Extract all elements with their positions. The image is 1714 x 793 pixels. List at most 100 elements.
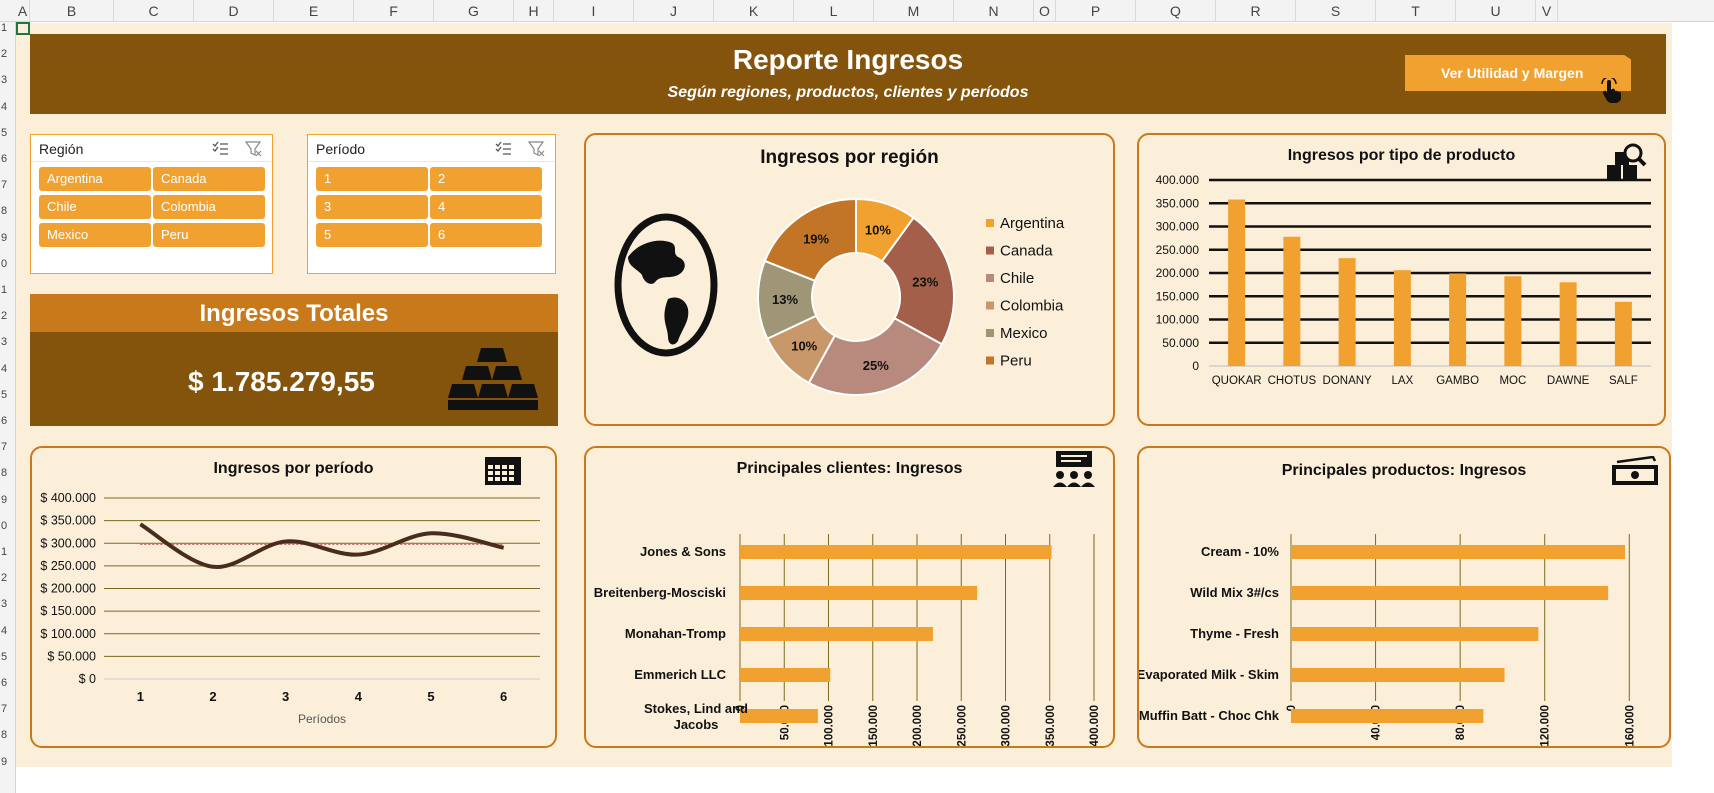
region-chip[interactable]: Argentina xyxy=(39,167,151,191)
row-header[interactable]: 4 xyxy=(1,100,8,113)
region-chip[interactable]: Chile xyxy=(39,195,151,219)
column-header[interactable]: V xyxy=(1536,0,1558,22)
row-header[interactable]: 3 xyxy=(1,336,8,349)
row-header[interactable]: 2 xyxy=(1,310,8,323)
series-line[interactable] xyxy=(139,522,505,569)
bar[interactable] xyxy=(740,586,978,600)
bar[interactable] xyxy=(1449,273,1467,366)
row-header[interactable]: 2 xyxy=(1,48,8,61)
ver-utilidad-button[interactable]: Ver Utilidad y Margen xyxy=(1405,55,1631,91)
column-header[interactable]: C xyxy=(114,0,194,22)
bar[interactable] xyxy=(1283,236,1301,366)
bar[interactable] xyxy=(1291,545,1626,559)
bar[interactable] xyxy=(1559,282,1577,366)
row-header[interactable]: 8 xyxy=(1,205,8,218)
period-chip[interactable]: 2 xyxy=(430,167,542,191)
region-chip[interactable]: Canada xyxy=(153,167,265,191)
clear-filter-icon[interactable] xyxy=(245,140,263,158)
donut-slice[interactable] xyxy=(880,216,955,346)
period-chip[interactable]: 1 xyxy=(316,167,428,191)
column-header[interactable]: Q xyxy=(1136,0,1216,22)
column-header[interactable]: A xyxy=(16,0,30,22)
region-chip[interactable]: Mexico xyxy=(39,223,151,247)
column-header[interactable]: O xyxy=(1034,0,1056,22)
bar[interactable] xyxy=(1338,258,1356,366)
row-header[interactable]: 6 xyxy=(1,153,8,165)
period-chip[interactable]: 6 xyxy=(430,223,542,247)
y-tick-label: 200.000 xyxy=(1156,266,1200,280)
bar[interactable] xyxy=(1614,301,1632,366)
donut-slice-label: 13% xyxy=(772,292,798,307)
column-header[interactable]: B xyxy=(30,0,114,22)
row-header[interactable]: 7 xyxy=(1,703,8,716)
row-header[interactable]: 5 xyxy=(1,388,8,401)
bar[interactable] xyxy=(740,545,1052,559)
row-header[interactable]: 5 xyxy=(1,650,8,663)
column-header[interactable]: G xyxy=(434,0,514,22)
row-header[interactable]: 3 xyxy=(1,598,8,611)
bar[interactable] xyxy=(1504,276,1522,366)
column-header[interactable]: R xyxy=(1216,0,1296,22)
donut-slice[interactable] xyxy=(807,316,944,396)
row-header[interactable]: 7 xyxy=(1,441,8,454)
clear-filter-icon[interactable] xyxy=(528,140,546,158)
period-chip[interactable]: 4 xyxy=(430,195,542,219)
column-header[interactable]: P xyxy=(1056,0,1136,22)
column-header[interactable]: U xyxy=(1456,0,1536,22)
row-header[interactable]: 6 xyxy=(1,677,8,689)
bar[interactable] xyxy=(1228,199,1246,366)
column-header[interactable]: M xyxy=(874,0,954,22)
row-header[interactable]: 0 xyxy=(1,519,8,532)
y-tick-label: 250.000 xyxy=(1156,243,1200,257)
column-header[interactable]: D xyxy=(194,0,274,22)
row-header[interactable]: 9 xyxy=(1,231,8,244)
period-chip[interactable]: 3 xyxy=(316,195,428,219)
bar[interactable] xyxy=(740,627,933,641)
row-header[interactable]: 4 xyxy=(1,362,8,375)
bar[interactable] xyxy=(1393,270,1411,366)
column-header[interactable]: E xyxy=(274,0,354,22)
y-tick-label: $ 150.000 xyxy=(40,604,96,618)
column-header[interactable]: H xyxy=(514,0,554,22)
row-header[interactable]: 5 xyxy=(1,126,8,139)
row-header[interactable]: 8 xyxy=(1,467,8,480)
column-header[interactable]: N xyxy=(954,0,1034,22)
multi-select-icon[interactable] xyxy=(211,140,229,158)
selected-cell[interactable] xyxy=(16,22,30,35)
column-header[interactable]: T xyxy=(1376,0,1456,22)
multi-select-icon[interactable] xyxy=(494,140,512,158)
row-header[interactable]: 1 xyxy=(1,284,8,296)
row-header[interactable]: 1 xyxy=(1,546,8,558)
row-header[interactable]: 4 xyxy=(1,624,8,637)
bar[interactable] xyxy=(1291,627,1539,641)
column-header[interactable]: F xyxy=(354,0,434,22)
row-header[interactable]: 7 xyxy=(1,179,8,192)
bar[interactable] xyxy=(1291,668,1505,682)
row-header[interactable]: 8 xyxy=(1,729,8,742)
y-tick-label: 50.000 xyxy=(1162,336,1199,350)
column-header[interactable]: I xyxy=(554,0,634,22)
row-header[interactable]: 2 xyxy=(1,572,8,585)
money-icon xyxy=(1612,456,1658,485)
row-header[interactable]: 9 xyxy=(1,755,8,768)
column-header[interactable]: J xyxy=(634,0,714,22)
region-chip[interactable]: Peru xyxy=(153,223,265,247)
row-header[interactable]: 1 xyxy=(1,22,8,34)
y-tick-label: 0 xyxy=(1192,359,1199,373)
column-header[interactable]: S xyxy=(1296,0,1376,22)
period-chip[interactable]: 5 xyxy=(316,223,428,247)
row-header[interactable]: 6 xyxy=(1,415,8,427)
bar[interactable] xyxy=(740,668,831,682)
category-label: Breitenberg-Mosciski xyxy=(594,585,726,600)
bar[interactable] xyxy=(1291,586,1609,600)
donut-slice[interactable] xyxy=(763,197,857,283)
bar[interactable] xyxy=(740,709,818,723)
row-header[interactable]: 9 xyxy=(1,493,8,506)
column-header[interactable]: K xyxy=(714,0,794,22)
bar[interactable] xyxy=(1291,709,1484,723)
row-header[interactable]: 3 xyxy=(1,74,8,87)
row-header[interactable]: 0 xyxy=(1,257,8,270)
region-chip[interactable]: Colombia xyxy=(153,195,265,219)
column-header[interactable]: L xyxy=(794,0,874,22)
